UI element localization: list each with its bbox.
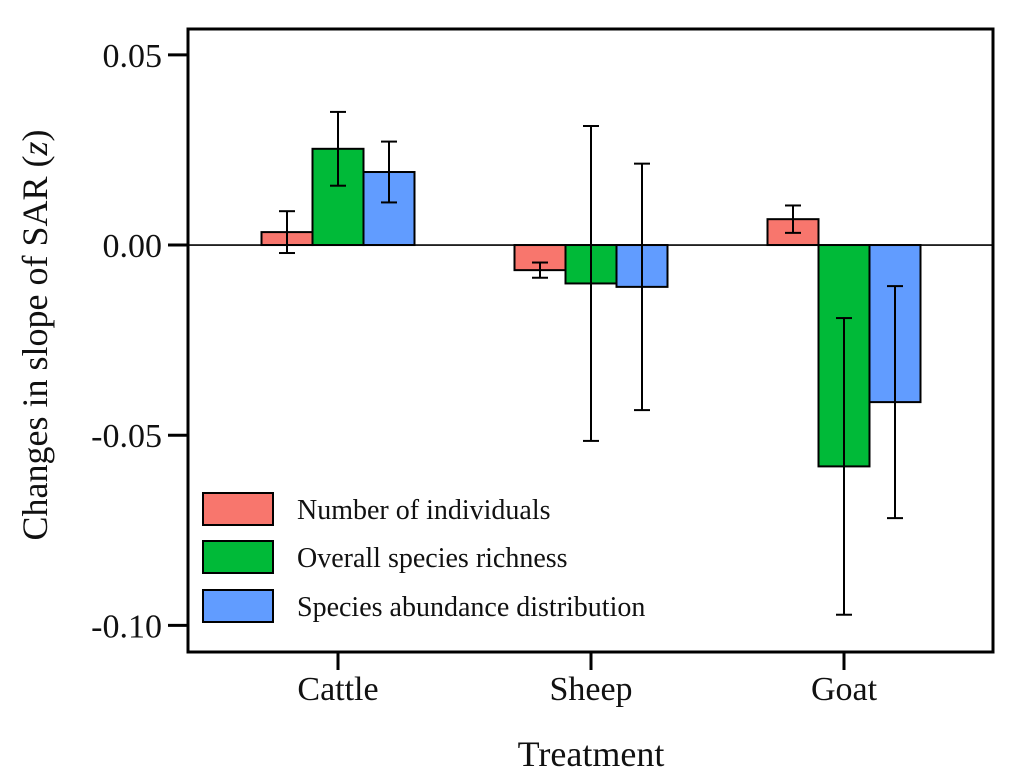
legend-item: Species abundance distribution — [202, 589, 645, 623]
error-bar-cattle-2 — [330, 110, 346, 187]
y-axis-ticks: 0.05 0.00 -0.05 -0.10 — [91, 38, 188, 645]
error-bar-cattle-3 — [381, 140, 397, 204]
legend-item: Overall species richness — [202, 540, 568, 574]
x-tick-label: Goat — [811, 671, 878, 708]
legend-item: Number of individuals — [202, 492, 551, 526]
x-tick-label: Sheep — [549, 671, 632, 708]
x-axis-title: Treatment — [518, 734, 665, 774]
error-bar-goat-3 — [887, 285, 903, 520]
error-bar-sheep-3 — [634, 162, 650, 412]
error-bars-layer — [279, 110, 903, 616]
y-tick-label: -0.05 — [91, 418, 162, 455]
y-tick-label: 0.05 — [103, 38, 163, 75]
error-bar-goat-2 — [836, 317, 852, 616]
error-bar-sheep-2 — [583, 124, 599, 442]
x-axis-ticks: Cattle Sheep Goat — [297, 652, 878, 708]
y-tick-label: 0.00 — [103, 228, 163, 265]
y-axis-title-suffix: ) — [15, 130, 55, 142]
y-axis-title-main: Changes in slope of SAR ( — [15, 156, 55, 541]
error-bar-cattle-1 — [279, 210, 295, 255]
legend-swatch — [202, 589, 274, 623]
y-axis-title: Changes in slope of SAR (z) — [15, 130, 55, 541]
y-axis-title-italic: z — [15, 142, 55, 157]
legend: Number of individuals Overall species ric… — [202, 492, 645, 623]
legend-swatch — [202, 492, 274, 526]
legend-label: Species abundance distribution — [297, 592, 645, 623]
legend-label: Overall species richness — [297, 543, 568, 574]
error-bar-goat-1 — [785, 204, 801, 234]
legend-label: Number of individuals — [297, 495, 551, 526]
legend-swatch — [202, 540, 274, 574]
y-tick-label: -0.10 — [91, 608, 162, 645]
bar-sheep-1 — [513, 244, 567, 272]
error-bar-sheep-1 — [532, 261, 548, 279]
x-tick-label: Cattle — [297, 671, 378, 708]
